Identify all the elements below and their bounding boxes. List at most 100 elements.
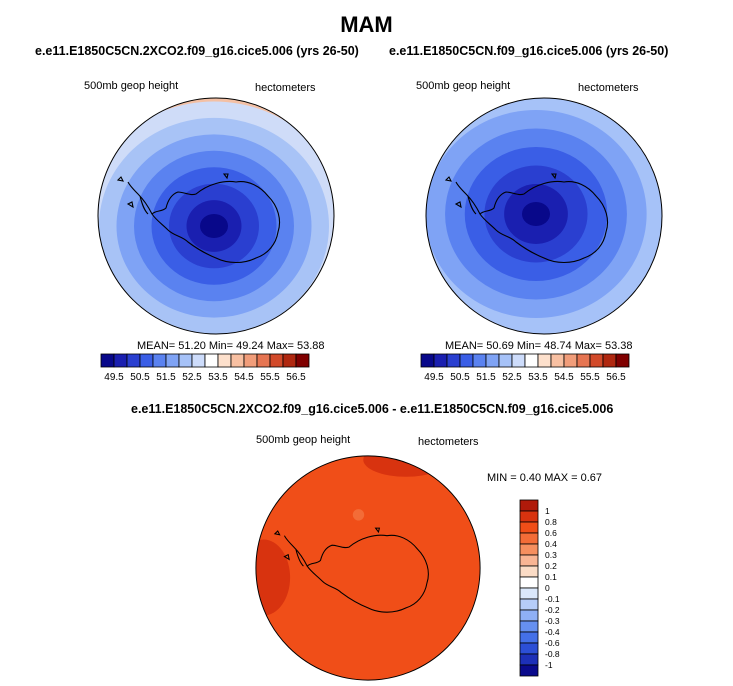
colorbar-swatch xyxy=(519,510,539,523)
colorbar-swatch xyxy=(615,353,630,368)
colorbar-swatch xyxy=(519,576,539,589)
colorbar-swatch xyxy=(139,353,154,368)
panel-2-map xyxy=(425,97,663,335)
colorbar-swatch xyxy=(485,353,500,368)
colorbar-tick-label: 0.6 xyxy=(545,528,557,538)
panel-1-variable-label: 500mb geop height xyxy=(84,80,179,92)
panel-2-mean-label: MEAN= xyxy=(445,340,484,352)
colorbar-swatch xyxy=(178,353,193,368)
panel-1-min-value: 49.24 xyxy=(236,340,264,352)
panel-1-min-label: Min= xyxy=(208,340,234,352)
island-outline xyxy=(444,176,452,182)
colorbar-tick-label: 0.1 xyxy=(545,572,557,582)
diff-min-max: MIN = 0.40 MAX = 0.67 xyxy=(487,472,602,484)
contour-band xyxy=(200,214,228,238)
antarctic-peninsula-coastline xyxy=(127,181,153,215)
colorbar-tick-label: 53.5 xyxy=(528,372,548,383)
colorbar-swatch xyxy=(519,543,539,556)
colorbar-swatch xyxy=(191,353,206,368)
colorbar-swatch xyxy=(576,353,591,368)
colorbar-tick-label: 50.5 xyxy=(450,372,470,383)
antarctica-coastline xyxy=(151,180,281,264)
panel-2-units-label: hectometers xyxy=(578,82,639,94)
colorbar-swatch xyxy=(282,353,297,368)
diff-units-label: hectometers xyxy=(418,436,479,448)
colorbar-swatch xyxy=(519,642,539,655)
colorbar-tick-label: 56.5 xyxy=(606,372,626,383)
colorbar-swatch xyxy=(519,631,539,644)
colorbar-swatch xyxy=(519,499,539,512)
colorbar-tick-label: 0.2 xyxy=(545,561,557,571)
island-outline xyxy=(454,201,462,209)
colorbar-tick-label: 54.5 xyxy=(554,372,574,383)
colorbar-swatch xyxy=(446,353,461,368)
panel-1-title: e.e11.E1850C5CN.2XCO2.f09_g16.cice5.006 … xyxy=(35,44,359,58)
contour-band xyxy=(255,455,481,681)
colorbar-swatch xyxy=(524,353,539,368)
colorbar-swatch xyxy=(420,353,435,368)
panel-1-stats: MEAN= 51.20 Min= 49.24 Max= 53.88 xyxy=(137,340,325,352)
colorbar-tick-label: 50.5 xyxy=(130,372,150,383)
colorbar-tick-label: -0.2 xyxy=(545,605,560,615)
panel-1-map xyxy=(97,97,335,335)
colorbar-swatch xyxy=(537,353,552,368)
diff-title: e.e11.E1850C5CN.2XCO2.f09_g16.cice5.006 … xyxy=(131,402,614,416)
panel-2-max-value: 53.38 xyxy=(604,340,633,352)
colorbar-swatch xyxy=(519,598,539,611)
antarctica-coastline xyxy=(306,534,429,613)
panel-2-max-label: Max= xyxy=(574,340,602,352)
colorbar-swatch xyxy=(519,620,539,633)
colorbar-tick-label: 52.5 xyxy=(182,372,202,383)
panel-2-colorbar: 49.5 50.5 51.5 52.5 53.5 54.5 55.5 56.5 xyxy=(420,353,630,383)
panel-1-colorbar: 49.5 50.5 51.5 52.5 53.5 54.5 55.5 56.5 xyxy=(100,353,310,383)
colorbar-swatch xyxy=(511,353,526,368)
colorbar-swatch xyxy=(550,353,565,368)
panel-1-units-label: hectometers xyxy=(255,82,316,94)
colorbar-tick-label: 0.4 xyxy=(545,539,557,549)
diff-map xyxy=(255,455,481,681)
contour-band xyxy=(255,539,291,616)
panel-1-mean-value: 51.20 xyxy=(178,340,206,352)
colorbar-tick-label: -1 xyxy=(545,660,553,670)
colorbar-tick-label: -0.3 xyxy=(545,616,560,626)
antarctic-peninsula-coastline xyxy=(455,181,481,215)
colorbar-swatch xyxy=(459,353,474,368)
diff-min-label: MIN = xyxy=(487,472,517,484)
colorbar-swatch xyxy=(126,353,141,368)
diff-max-value: 0.67 xyxy=(580,472,603,484)
colorbar-tick-label: 54.5 xyxy=(234,372,254,383)
colorbar-tick-label: 52.5 xyxy=(502,372,522,383)
colorbar-swatch xyxy=(100,353,115,368)
panel-2-variable-label: 500mb geop height xyxy=(416,80,511,92)
colorbar-swatch xyxy=(217,353,232,368)
colorbar-swatch xyxy=(230,353,245,368)
colorbar-swatch xyxy=(256,353,271,368)
colorbar-swatch xyxy=(165,353,180,368)
colorbar-swatch xyxy=(602,353,617,368)
colorbar-swatch xyxy=(519,587,539,600)
colorbar-tick-label: 55.5 xyxy=(580,372,600,383)
colorbar-swatch xyxy=(113,353,128,368)
colorbar-tick-label: 0 xyxy=(545,583,550,593)
island-outline xyxy=(116,176,124,182)
panel-1-max-value: 53.88 xyxy=(296,340,325,352)
antarctica-coastline xyxy=(479,180,609,264)
colorbar-swatch xyxy=(472,353,487,368)
island-outline xyxy=(273,530,281,536)
colorbar-tick-label: 1 xyxy=(545,506,550,516)
colorbar-swatch xyxy=(295,353,310,368)
colorbar-swatch xyxy=(519,609,539,622)
colorbar-tick-label: 49.5 xyxy=(424,372,444,383)
colorbar-swatch xyxy=(519,532,539,545)
colorbar-swatch xyxy=(204,353,219,368)
diff-min-value: 0.40 xyxy=(519,472,542,484)
colorbar-swatch xyxy=(519,554,539,567)
colorbar-swatch xyxy=(519,565,539,578)
colorbar-tick-label: 51.5 xyxy=(156,372,176,383)
diff-variable-label: 500mb geop height xyxy=(256,434,351,446)
colorbar-swatch xyxy=(563,353,578,368)
colorbar-swatch xyxy=(519,653,539,666)
colorbar-tick-label: -0.4 xyxy=(545,627,560,637)
colorbar-swatch xyxy=(269,353,284,368)
colorbar-tick-label: -0.1 xyxy=(545,594,560,604)
